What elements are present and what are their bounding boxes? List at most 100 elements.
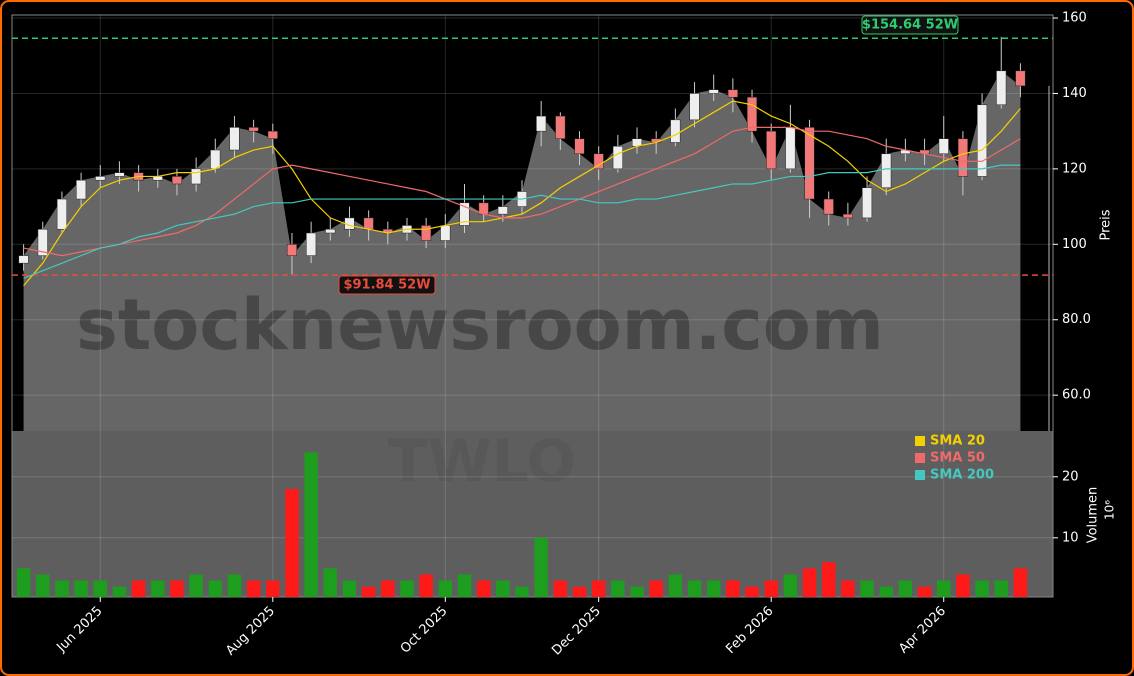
candle-body: [593, 153, 604, 170]
volume-bar: [668, 574, 683, 597]
annotation-label: $154.64 52W: [862, 18, 958, 33]
volume-bar: [726, 580, 740, 597]
candle-body: [306, 232, 317, 256]
legend-swatch: [915, 436, 925, 446]
volume-bar: [534, 537, 548, 597]
candle-body: [842, 213, 853, 219]
candle-body: [746, 96, 758, 132]
legend-label: SMA 200: [930, 468, 994, 483]
volume-bar: [553, 580, 568, 597]
candle-body: [1015, 70, 1026, 87]
candle-body: [766, 130, 777, 170]
volume-bar: [112, 586, 127, 597]
candle-body: [95, 176, 106, 181]
candle-body: [229, 127, 240, 151]
volume-bar: [822, 562, 836, 597]
volume-bar: [151, 580, 165, 597]
legend-swatch: [915, 470, 925, 480]
y-tick-label: 140: [1062, 86, 1087, 101]
volume-bar: [802, 568, 817, 597]
volume-bar: [496, 580, 510, 597]
volume-bar: [16, 568, 31, 597]
y-tick-label: 120: [1062, 161, 1087, 176]
candle-body: [536, 115, 547, 132]
y-tick-label: 20: [1062, 469, 1079, 484]
volume-bar: [189, 574, 203, 597]
volume-bar: [285, 488, 299, 597]
volume-bar: [400, 580, 414, 597]
price-area: [23, 70, 1021, 432]
ticker-watermark: TWLO: [388, 427, 576, 495]
candle-body: [938, 138, 949, 155]
y-tick-label: 60.0: [1062, 388, 1091, 403]
volume-bar: [93, 580, 107, 597]
candle-body: [114, 172, 125, 177]
candle-body: [555, 115, 566, 139]
candle-body: [459, 202, 470, 226]
volume-bar: [74, 580, 88, 597]
volume-bar: [131, 580, 146, 597]
candle-body: [957, 138, 968, 177]
candle-body: [171, 176, 182, 185]
volume-bar: [917, 586, 932, 597]
volume-panel: [12, 431, 1053, 597]
y-axis-label: Preis: [1099, 209, 1114, 240]
volume-bar: [323, 568, 338, 597]
volume-bar: [994, 580, 1008, 597]
volume-unit: 10⁶: [1103, 500, 1117, 520]
y-tick-label: 160: [1062, 11, 1087, 26]
watermark: stocknewsroom.com: [76, 284, 884, 366]
legend-label: SMA 50: [930, 451, 985, 466]
volume-bar: [937, 580, 951, 597]
annotation-box: [861, 15, 959, 35]
sma-line: [23, 164, 1021, 279]
candle-body: [689, 93, 700, 121]
volume-bar: [304, 452, 318, 597]
volume-axis-label: Volumen: [1086, 487, 1101, 544]
volume-bar: [860, 580, 874, 597]
volume-bar: [170, 580, 184, 597]
volume-bar: [841, 580, 855, 597]
volume-bar: [630, 586, 644, 597]
sma-line: [23, 100, 1021, 287]
volume-bar: [745, 586, 759, 597]
volume-bar: [1013, 568, 1028, 597]
candle-body: [18, 255, 29, 264]
volume-bar: [36, 574, 50, 597]
volume-bar: [687, 580, 702, 597]
candle-body: [497, 206, 508, 215]
candle-body: [996, 70, 1007, 106]
candle-body: [363, 217, 374, 230]
volume-bar: [898, 580, 913, 597]
y-tick-label: 100: [1062, 237, 1087, 252]
volume-bar: [975, 580, 989, 597]
candle-body: [421, 225, 432, 241]
candle-body: [785, 127, 796, 170]
volume-bar: [457, 574, 472, 597]
candle-body: [881, 153, 892, 188]
volume-bar: [879, 586, 893, 597]
legend-label: SMA 20: [930, 434, 985, 449]
volume-bar: [381, 580, 395, 597]
candle-body: [248, 127, 259, 132]
annotation-label: $91.84 52W: [343, 278, 430, 293]
volume-bar: [438, 580, 453, 597]
volume-bar: [591, 580, 606, 597]
candle-body: [191, 168, 202, 185]
candle-body: [804, 127, 815, 200]
volume-bar: [342, 580, 357, 597]
candle-body: [670, 119, 681, 143]
volume-bar: [649, 580, 663, 597]
panel-border: [11, 14, 1054, 598]
volume-bar: [266, 580, 280, 597]
candle-body: [286, 244, 298, 256]
candle-body: [440, 225, 451, 241]
volume-bar: [476, 580, 491, 597]
candle-body: [76, 179, 87, 200]
candle-body: [977, 104, 988, 177]
candle-body: [727, 89, 738, 98]
candle-body: [267, 130, 278, 139]
y-tick-label: 80.0: [1062, 312, 1091, 327]
